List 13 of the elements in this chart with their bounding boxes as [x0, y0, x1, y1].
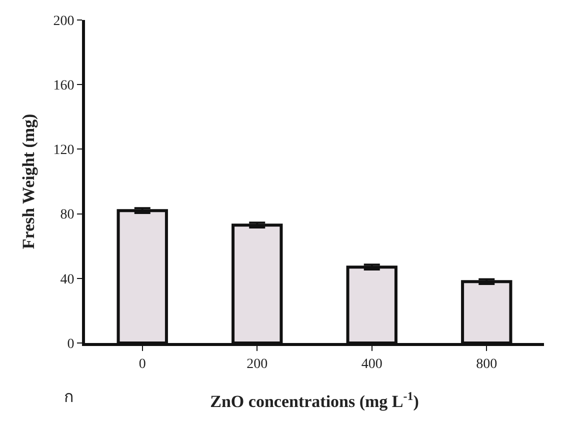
y-axis-title: Fresh Weight (mg) — [18, 114, 38, 250]
y-tick-label: 0 — [67, 336, 74, 352]
y-tick-label: 120 — [53, 143, 74, 158]
x-tick-label: 800 — [476, 356, 498, 372]
y-tick-label: 80 — [60, 208, 74, 223]
x-tick-label: 0 — [138, 356, 146, 372]
x-axis-title: ZnO concentrations (mg L$^{-1}$) — [210, 389, 419, 412]
y-tick-label: 200 — [53, 14, 74, 29]
x-tick-label: 200 — [246, 356, 268, 372]
y-tick-label: 40 — [60, 272, 74, 288]
x-tick-label: 400 — [361, 356, 382, 372]
text: ก — [64, 389, 74, 406]
y-tick-label: 160 — [53, 78, 74, 94]
